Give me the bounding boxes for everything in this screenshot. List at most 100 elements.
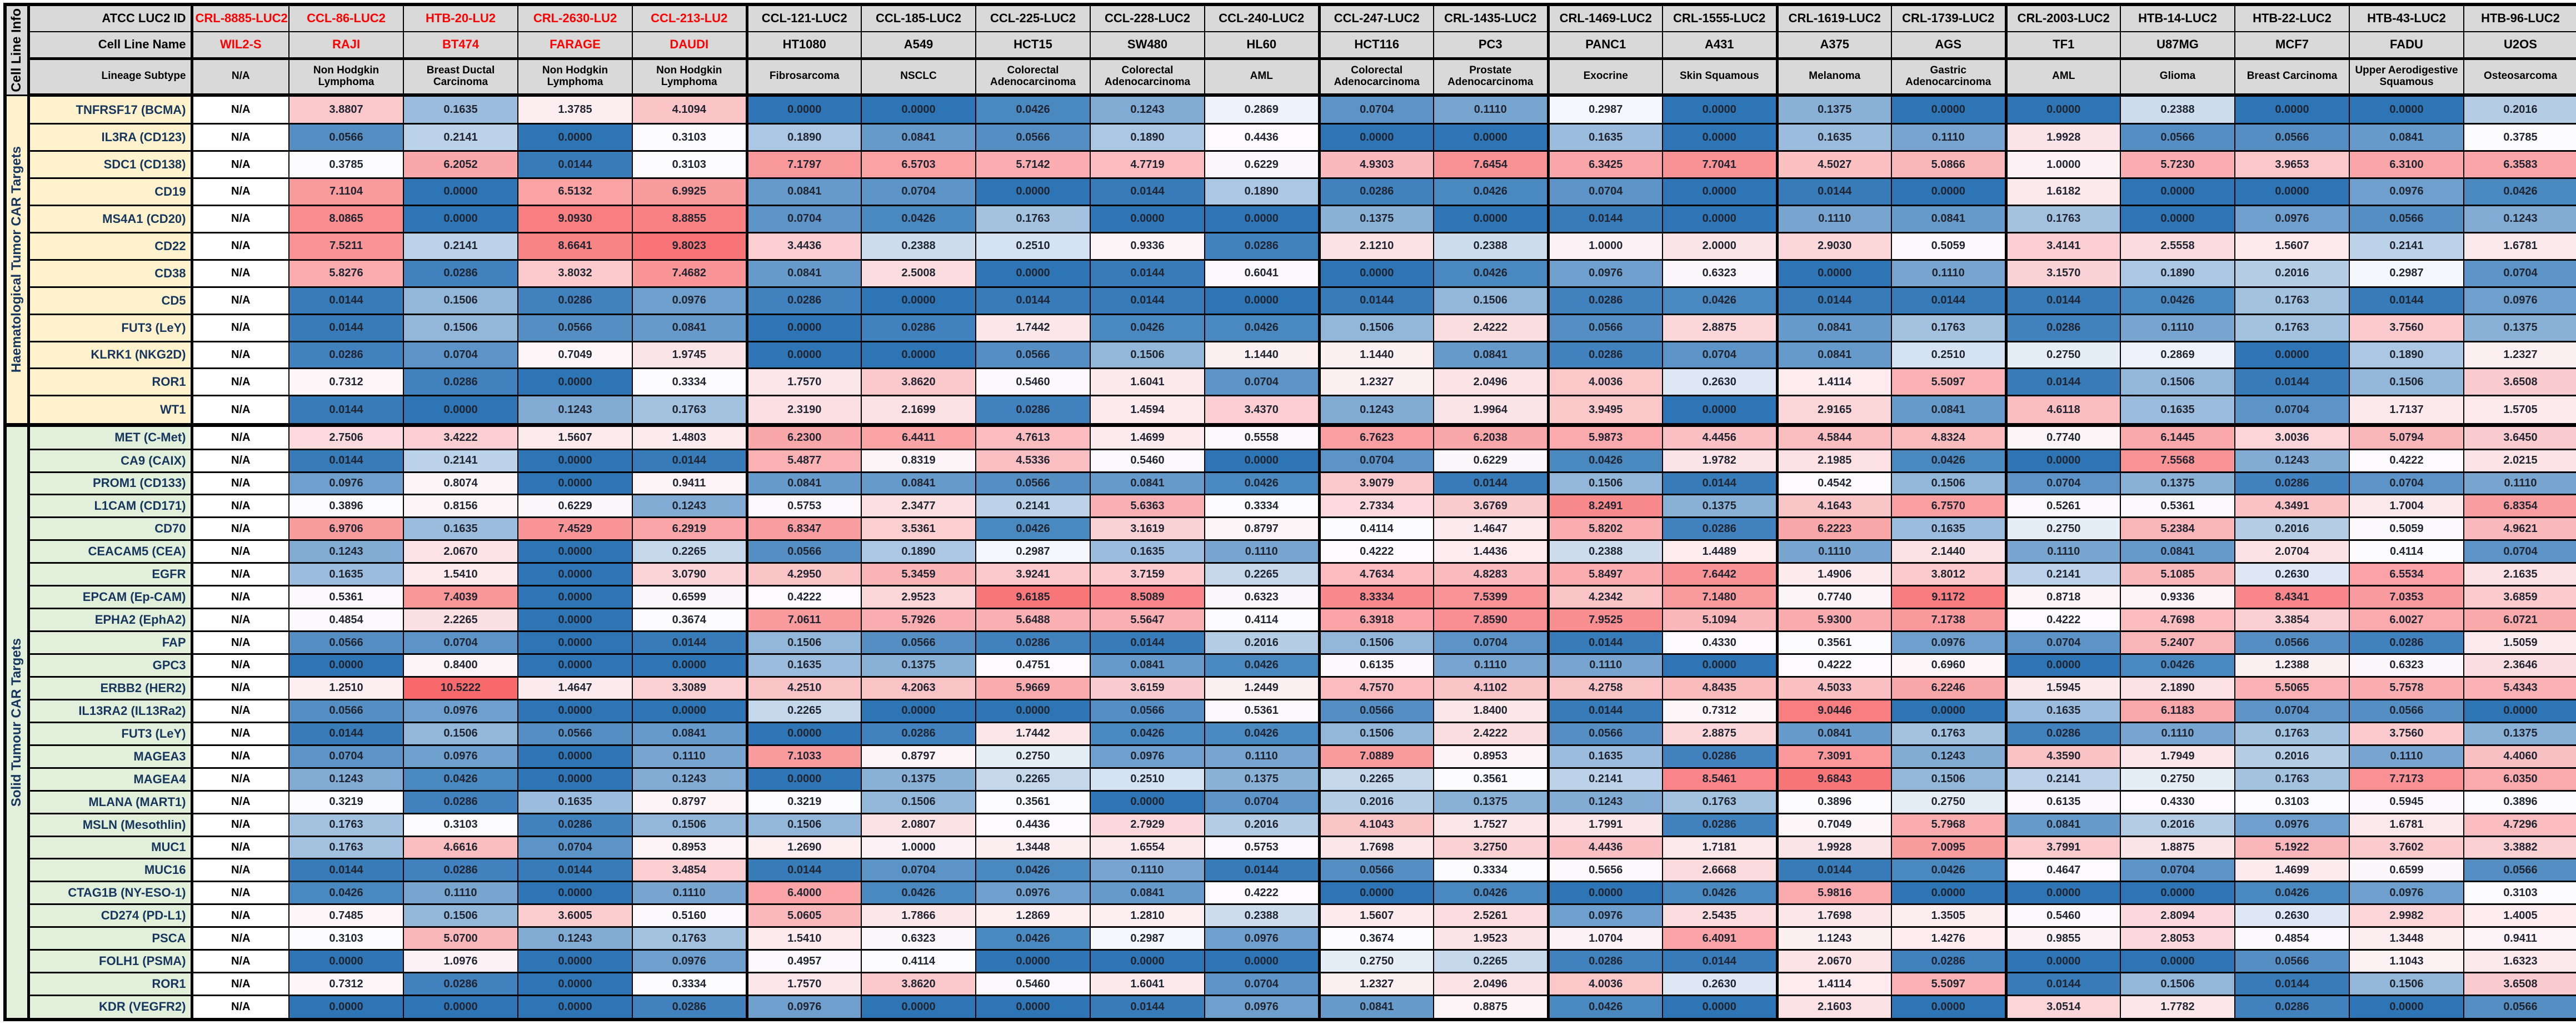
- lineage-cell[interactable]: Upper Aerodigestive Squamous: [2349, 58, 2464, 97]
- value-cell[interactable]: 2.1440: [1891, 539, 2008, 564]
- value-cell[interactable]: 0.4114: [861, 949, 976, 974]
- value-cell[interactable]: 7.5399: [1433, 585, 1550, 610]
- na-cell[interactable]: N/A: [191, 585, 289, 610]
- value-cell[interactable]: 0.0704: [2349, 471, 2464, 496]
- value-cell[interactable]: 2.4222: [1433, 721, 1550, 746]
- value-cell[interactable]: 5.9300: [1776, 608, 1892, 633]
- value-cell[interactable]: 0.0000: [288, 949, 404, 974]
- value-cell[interactable]: 0.1506: [632, 812, 748, 837]
- value-cell[interactable]: 2.0807: [861, 812, 976, 837]
- value-cell[interactable]: 0.2750: [1319, 949, 1434, 974]
- lineage-cell[interactable]: Non Hodgkin Lymphoma: [288, 58, 404, 97]
- value-cell[interactable]: 3.8620: [861, 367, 976, 397]
- value-cell[interactable]: 0.6135: [2005, 789, 2121, 814]
- value-cell[interactable]: 0.0704: [861, 858, 976, 883]
- column-id-header[interactable]: HTB-20-LU2: [403, 4, 518, 32]
- value-cell[interactable]: 0.1243: [632, 767, 748, 792]
- value-cell[interactable]: 8.6641: [517, 231, 633, 261]
- value-cell[interactable]: 1.4803: [632, 424, 748, 450]
- value-cell[interactable]: 0.0000: [861, 286, 976, 315]
- value-cell[interactable]: 0.0841: [2349, 123, 2464, 152]
- value-cell[interactable]: 0.7049: [517, 340, 633, 370]
- value-cell[interactable]: 1.1440: [1204, 340, 1321, 370]
- value-cell[interactable]: 0.0000: [1319, 123, 1434, 152]
- value-cell[interactable]: 0.1635: [2005, 698, 2121, 723]
- value-cell[interactable]: 1.3785: [517, 94, 633, 125]
- target-label[interactable]: CD19: [28, 177, 193, 206]
- value-cell[interactable]: 0.0286: [403, 367, 518, 397]
- column-id-header[interactable]: HTB-43-LUC2: [2349, 4, 2464, 32]
- value-cell[interactable]: 0.6229: [1204, 150, 1321, 179]
- value-cell[interactable]: 0.0000: [1662, 204, 1779, 233]
- value-cell[interactable]: 0.0144: [1547, 204, 1663, 233]
- value-cell[interactable]: 0.0000: [861, 340, 976, 370]
- value-cell[interactable]: 0.1890: [1090, 123, 1205, 152]
- value-cell[interactable]: 0.0144: [1776, 286, 1892, 315]
- value-cell[interactable]: 0.1243: [2463, 204, 2576, 233]
- column-name-header[interactable]: WIL2-S: [191, 31, 289, 60]
- value-cell[interactable]: 1.6554: [1090, 835, 1205, 860]
- value-cell[interactable]: 5.4343: [2463, 675, 2576, 700]
- target-label[interactable]: MAGEA4: [28, 767, 193, 792]
- target-label[interactable]: ROR1: [28, 972, 193, 997]
- value-cell[interactable]: 7.6442: [1662, 562, 1779, 587]
- na-cell[interactable]: N/A: [191, 494, 289, 519]
- value-cell[interactable]: 0.0000: [1204, 204, 1321, 233]
- value-cell[interactable]: 3.6159: [1090, 675, 1205, 700]
- target-label[interactable]: PROM1 (CD133): [28, 471, 193, 496]
- value-cell[interactable]: 0.0144: [1662, 471, 1779, 496]
- value-cell[interactable]: 1.6781: [2349, 812, 2464, 837]
- value-cell[interactable]: 0.0566: [1319, 698, 1434, 723]
- value-cell[interactable]: 6.5534: [2349, 562, 2464, 587]
- value-cell[interactable]: 0.4114: [1319, 516, 1434, 541]
- value-cell[interactable]: 9.8023: [632, 231, 748, 261]
- value-cell[interactable]: 4.5336: [975, 448, 1091, 473]
- value-cell[interactable]: 0.0000: [975, 995, 1091, 1021]
- value-cell[interactable]: 0.6229: [1433, 448, 1550, 473]
- value-cell[interactable]: 6.3583: [2463, 150, 2576, 179]
- value-cell[interactable]: 0.0566: [288, 698, 404, 723]
- value-cell[interactable]: 5.9669: [975, 675, 1091, 700]
- value-cell[interactable]: 0.0426: [1204, 721, 1321, 746]
- value-cell[interactable]: 1.1043: [2349, 949, 2464, 974]
- value-cell[interactable]: 0.0566: [2234, 123, 2350, 152]
- value-cell[interactable]: 0.0426: [1433, 881, 1550, 906]
- value-cell[interactable]: 0.0286: [2005, 313, 2121, 342]
- value-cell[interactable]: 1.2510: [288, 675, 404, 700]
- value-cell[interactable]: 0.0286: [2349, 630, 2464, 655]
- value-cell[interactable]: 3.8032: [517, 259, 633, 288]
- value-cell[interactable]: 0.0976: [1204, 926, 1321, 951]
- value-cell[interactable]: 0.0286: [1547, 286, 1663, 315]
- value-cell[interactable]: 0.0286: [975, 395, 1091, 427]
- value-cell[interactable]: 0.0144: [632, 630, 748, 655]
- value-cell[interactable]: 0.0704: [2463, 259, 2576, 288]
- value-cell[interactable]: 0.3103: [632, 123, 748, 152]
- value-cell[interactable]: 6.1445: [2120, 424, 2235, 450]
- value-cell[interactable]: 1.6182: [2005, 177, 2121, 206]
- value-cell[interactable]: 0.0704: [2005, 630, 2121, 655]
- na-cell[interactable]: N/A: [191, 721, 289, 746]
- value-cell[interactable]: 0.0841: [746, 177, 862, 206]
- value-cell[interactable]: 0.8319: [861, 448, 976, 473]
- column-name-header[interactable]: BT474: [403, 31, 518, 60]
- na-cell[interactable]: N/A: [191, 630, 289, 655]
- value-cell[interactable]: 3.9079: [1319, 471, 1434, 496]
- na-cell[interactable]: N/A: [191, 516, 289, 541]
- value-cell[interactable]: 4.1043: [1319, 812, 1434, 837]
- value-cell[interactable]: 3.8807: [288, 94, 404, 125]
- value-cell[interactable]: 0.1506: [403, 721, 518, 746]
- value-cell[interactable]: 4.4456: [1662, 424, 1779, 450]
- target-label[interactable]: MET (C-Met): [28, 424, 193, 450]
- value-cell[interactable]: 6.5132: [517, 177, 633, 206]
- value-cell[interactable]: 3.6005: [517, 903, 633, 928]
- value-cell[interactable]: 0.7740: [2005, 424, 2121, 450]
- column-id-header[interactable]: CRL-1435-LUC2: [1433, 4, 1550, 32]
- value-cell[interactable]: 1.3448: [975, 835, 1091, 860]
- value-cell[interactable]: 0.1110: [2120, 313, 2235, 342]
- value-cell[interactable]: 0.0144: [1433, 471, 1550, 496]
- value-cell[interactable]: 6.3100: [2349, 150, 2464, 179]
- value-cell[interactable]: 6.0027: [2349, 608, 2464, 633]
- value-cell[interactable]: 0.1506: [1090, 340, 1205, 370]
- value-cell[interactable]: 0.1506: [2120, 972, 2235, 997]
- value-cell[interactable]: 6.5703: [861, 150, 976, 179]
